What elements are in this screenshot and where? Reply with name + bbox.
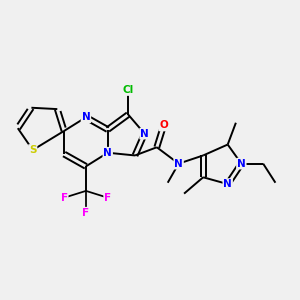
- Text: N: N: [174, 159, 183, 169]
- Text: N: N: [82, 112, 90, 122]
- Text: Cl: Cl: [123, 85, 134, 95]
- Text: N: N: [103, 148, 112, 158]
- Text: F: F: [82, 208, 89, 218]
- Text: F: F: [61, 193, 68, 203]
- Text: O: O: [159, 121, 168, 130]
- Text: N: N: [140, 129, 149, 139]
- Text: S: S: [29, 145, 37, 155]
- Text: F: F: [104, 193, 111, 203]
- Text: N: N: [237, 159, 246, 169]
- Text: N: N: [223, 179, 232, 189]
